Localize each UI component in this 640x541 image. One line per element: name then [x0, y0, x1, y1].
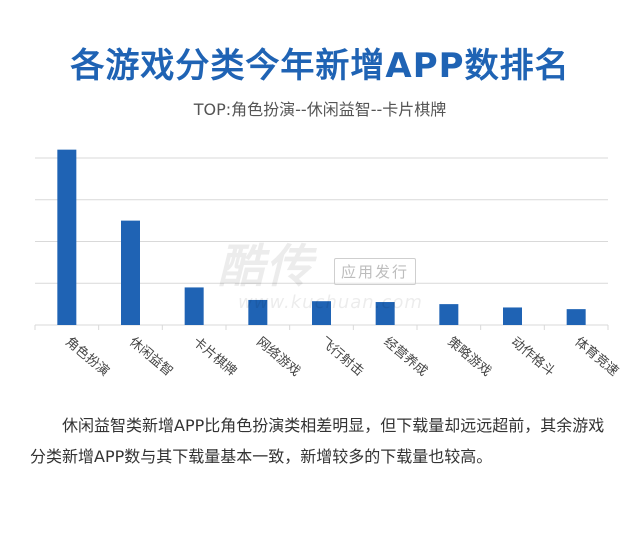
bar-1: [57, 149, 77, 325]
bar-6: [375, 302, 395, 325]
bar-2: [121, 220, 140, 325]
bar-5: [312, 301, 331, 325]
bar-3: [184, 287, 204, 325]
bar-7: [439, 304, 459, 325]
bar-8: [503, 307, 522, 325]
x-tick-label: 动作格斗: [508, 334, 558, 380]
chart-title: 各游戏分类今年新增APP数排名: [70, 46, 570, 86]
watermark-url: www.kuchuan.com: [238, 292, 423, 313]
x-tick-label: 网络游戏: [253, 334, 303, 380]
x-tick-label: 角色扮演: [62, 334, 112, 380]
analysis-paragraph: 休闲益智类新增APP比角色扮演类相差明显，但下载量却远远超前，其余游戏分类新增A…: [30, 416, 605, 466]
watermark-tag: 应用发行: [334, 258, 417, 285]
x-tick-label: 休闲益智: [126, 335, 175, 380]
bar-9: [566, 309, 586, 325]
chart-subtitle: TOP:角色扮演--休闲益智--卡片棋牌: [193, 100, 447, 119]
x-tick-label: 经营养成: [381, 334, 431, 380]
x-tick-label: 卡片棋牌: [190, 334, 240, 380]
bar-4: [248, 299, 268, 325]
x-tick-label: 体育竞速: [572, 334, 622, 380]
x-tick-label: 策略游戏: [444, 334, 494, 380]
watermark-brand: 酷传: [218, 239, 314, 293]
x-tick-label: 飞行射击: [317, 334, 367, 380]
bar-chart: 角色扮演 休闲益智 卡片棋牌 网络游戏 飞行射击 经营养成 策略游戏 动作格斗 体育竞速: [34, 149, 622, 380]
